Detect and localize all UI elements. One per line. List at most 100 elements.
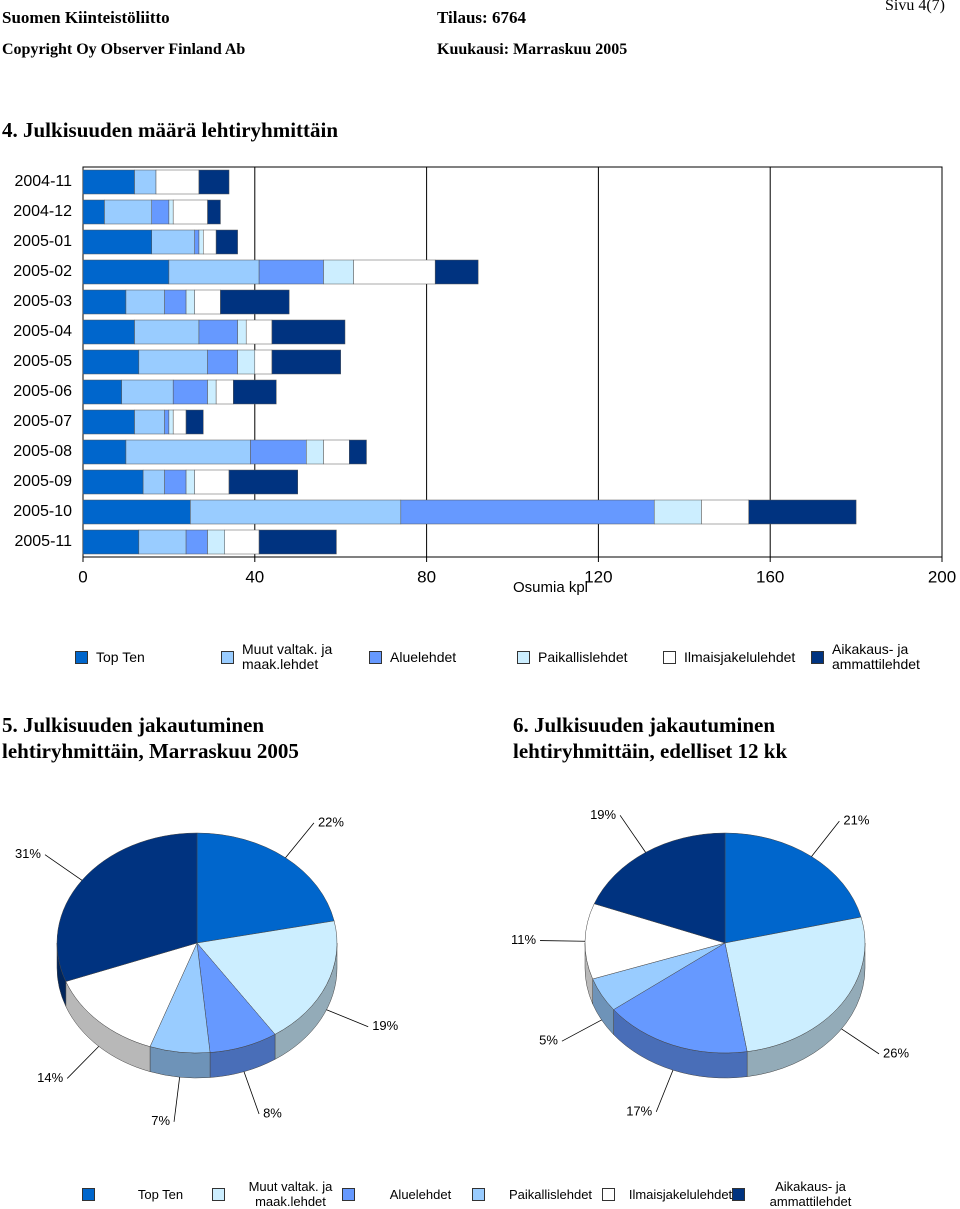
bar-segment bbox=[353, 259, 436, 285]
legend-item: Paikallislehdet bbox=[472, 1186, 608, 1202]
y-tick-label: 2004-12 bbox=[13, 203, 72, 220]
bar-segment bbox=[172, 379, 208, 405]
y-tick-label: 2005-11 bbox=[14, 533, 72, 550]
bar-segment bbox=[653, 499, 702, 525]
leader-line bbox=[66, 1046, 100, 1079]
y-tick-label: 2005-03 bbox=[13, 293, 72, 310]
legend-swatch bbox=[369, 650, 382, 664]
bar-segment bbox=[185, 529, 208, 555]
data-label: 8% bbox=[263, 1105, 282, 1120]
bar-segment bbox=[198, 319, 238, 345]
data-label: 14% bbox=[37, 1070, 63, 1085]
legend-label: Aluelehdet bbox=[390, 648, 457, 665]
bar-segment bbox=[82, 499, 191, 525]
bar-segment bbox=[250, 439, 307, 465]
bar-segment bbox=[82, 229, 152, 255]
bar-segment bbox=[164, 289, 187, 315]
bar-segment bbox=[121, 379, 174, 405]
bar-segment bbox=[194, 469, 230, 495]
legend-item: Ilmaisjakelulehdet bbox=[663, 643, 795, 671]
bar-segment bbox=[271, 319, 346, 345]
pie-slice bbox=[613, 942, 748, 1054]
bar-segment bbox=[134, 319, 200, 345]
bar-segment bbox=[237, 349, 256, 375]
bar-segment bbox=[134, 409, 165, 435]
bar-segment bbox=[151, 199, 170, 225]
legend-swatch bbox=[75, 650, 88, 664]
bar-segment bbox=[172, 199, 208, 225]
x-tick-label: 200 bbox=[928, 567, 956, 586]
bar-segment bbox=[349, 439, 367, 465]
leader-line bbox=[655, 1069, 674, 1113]
bar-segment bbox=[207, 199, 221, 225]
bar-segment bbox=[82, 379, 122, 405]
legend-swatch bbox=[517, 650, 530, 664]
legend-item: Top Ten bbox=[75, 643, 196, 671]
bar-segment bbox=[198, 169, 230, 195]
legend-label: Paikallislehdet bbox=[508, 1186, 593, 1202]
legend-item: Muut valtak. ja maak.lehdet bbox=[221, 642, 342, 672]
x-axis-label: Osumia kpl bbox=[513, 579, 588, 596]
bar-segment bbox=[254, 349, 273, 375]
bar-segment bbox=[237, 319, 247, 345]
bar-segment bbox=[82, 289, 127, 315]
x-tick-label: 120 bbox=[584, 567, 612, 586]
bar-segment bbox=[185, 469, 195, 495]
legend-item: Paikallislehdet bbox=[517, 643, 638, 671]
bar-segment bbox=[233, 379, 277, 405]
legend-swatch bbox=[732, 1187, 745, 1201]
x-tick-label: 0 bbox=[78, 567, 87, 586]
x-tick-label: 80 bbox=[417, 567, 436, 586]
y-tick-label: 2005-06 bbox=[13, 383, 72, 400]
bar-segment bbox=[190, 499, 402, 525]
x-tick-label: 160 bbox=[756, 567, 784, 586]
legend-item: Top Ten bbox=[82, 1187, 218, 1202]
bar-segment bbox=[207, 349, 238, 375]
legend-swatch bbox=[472, 1187, 485, 1201]
bar-segment bbox=[125, 289, 165, 315]
bar-segment bbox=[400, 499, 655, 525]
pie-slice bbox=[724, 832, 862, 944]
leader-line bbox=[561, 1019, 602, 1042]
legend-swatch bbox=[82, 1187, 95, 1201]
y-tick-label: 2005-10 bbox=[13, 503, 72, 520]
legend-label: Aikakaus- ja ammattilehdet bbox=[769, 1179, 852, 1209]
pie-slice bbox=[196, 920, 338, 1035]
bar-segment bbox=[323, 259, 354, 285]
bar-segment bbox=[748, 499, 857, 525]
legend-swatch bbox=[342, 1187, 355, 1201]
bar-segment bbox=[164, 469, 187, 495]
legend-item: Aluelehdet bbox=[369, 643, 490, 671]
bar-segment bbox=[323, 439, 350, 465]
bar-segment bbox=[185, 409, 204, 435]
org: Suomen Kiinteistöliitto bbox=[2, 8, 170, 27]
leader-line bbox=[326, 1009, 369, 1028]
y-tick-label: 2004-11 bbox=[14, 173, 72, 190]
leader-line bbox=[173, 1077, 181, 1122]
data-label: 22% bbox=[318, 814, 344, 829]
legend-swatch bbox=[221, 650, 234, 664]
bar-segment bbox=[220, 289, 290, 315]
bar-segment bbox=[207, 529, 225, 555]
bar-segment bbox=[82, 469, 144, 495]
bar-segment bbox=[203, 229, 217, 255]
legend-item: Aikakaus- ja ammattilehdet bbox=[732, 1179, 868, 1209]
copyright: Copyright Oy Observer Finland Ab bbox=[2, 41, 246, 58]
bar-segment bbox=[258, 529, 337, 555]
legend-label: Aluelehdet bbox=[389, 1186, 452, 1202]
leader-line bbox=[285, 822, 315, 859]
data-label: 11% bbox=[511, 932, 536, 947]
bar-segment bbox=[172, 409, 187, 435]
bar-segment bbox=[224, 529, 260, 555]
y-tick-label: 2005-01 bbox=[13, 233, 72, 250]
legend-swatch bbox=[212, 1187, 225, 1201]
bar-segment bbox=[82, 259, 170, 285]
legend-label: Aikakaus- ja ammattilehdet bbox=[832, 641, 920, 672]
page-number: Sivu 4(7) bbox=[885, 0, 945, 14]
leader-line bbox=[540, 940, 586, 942]
bar-segment bbox=[306, 439, 324, 465]
leader-line bbox=[811, 820, 840, 857]
bar-segment bbox=[271, 349, 341, 375]
